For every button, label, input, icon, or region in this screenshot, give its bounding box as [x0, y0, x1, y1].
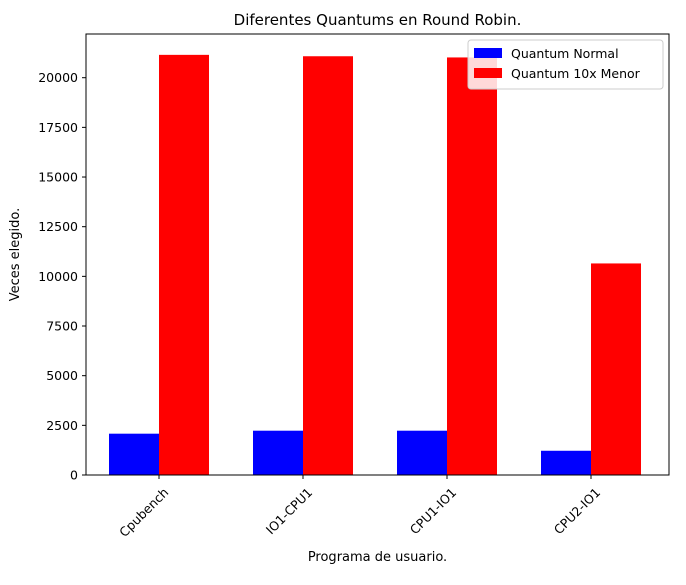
axes-frame [85, 33, 670, 476]
chart-title: Diferentes Quantums en Round Robin. [234, 11, 522, 29]
x-tick-label: IO1-CPU1 [263, 485, 316, 538]
bar-quantum-10x-menor-io1-cpu1 [303, 56, 353, 475]
y-tick-label: 7500 [46, 319, 78, 334]
bar-quantum-10x-menor-cpu1-io1 [447, 57, 497, 475]
plot-bars [109, 54, 641, 476]
y-tick-label: 20000 [38, 70, 78, 85]
y-tick-label: 10000 [38, 269, 78, 284]
x-axis-label: Programa de usuario. [308, 550, 447, 565]
y-tick-label: 12500 [38, 219, 78, 234]
legend-swatch [474, 68, 502, 78]
y-tick-label: 2500 [46, 418, 78, 433]
legend-box [467, 39, 664, 90]
x-tick-label: CPU2-IO1 [551, 485, 604, 538]
legend: Quantum Normal Quantum 10x Menor [467, 39, 664, 90]
bar-quantum-normal-cpu2-io1 [541, 450, 591, 475]
x-tick-label: Cpubench [116, 485, 171, 540]
legend-label: Quantum Normal [511, 46, 619, 61]
y-tick-label: 15000 [38, 170, 78, 185]
x-axis-ticks: Cpubench IO1-CPU1 CPU1-IO1 CPU2-IO1 [116, 475, 603, 540]
y-axis-ticks: 0 2500 5000 7500 10000 12500 15000 17500 20000 [38, 70, 86, 483]
y-tick-label: 0 [70, 468, 78, 483]
y-tick-label: 5000 [46, 368, 78, 383]
legend-label: Quantum 10x Menor [511, 66, 641, 81]
bar-quantum-normal-cpubench [109, 433, 159, 475]
legend-swatch [474, 48, 502, 58]
y-tick-label: 17500 [38, 120, 78, 135]
x-tick-label: CPU1-IO1 [407, 485, 460, 538]
bar-quantum-normal-cpu1-io1 [397, 430, 447, 475]
bar-quantum-normal-io1-cpu1 [253, 430, 303, 475]
bar-quantum-10x-menor-cpu2-io1 [591, 263, 641, 475]
y-axis-label: Veces elegido. [8, 208, 23, 302]
bar-quantum-10x-menor-cpubench [159, 54, 209, 476]
